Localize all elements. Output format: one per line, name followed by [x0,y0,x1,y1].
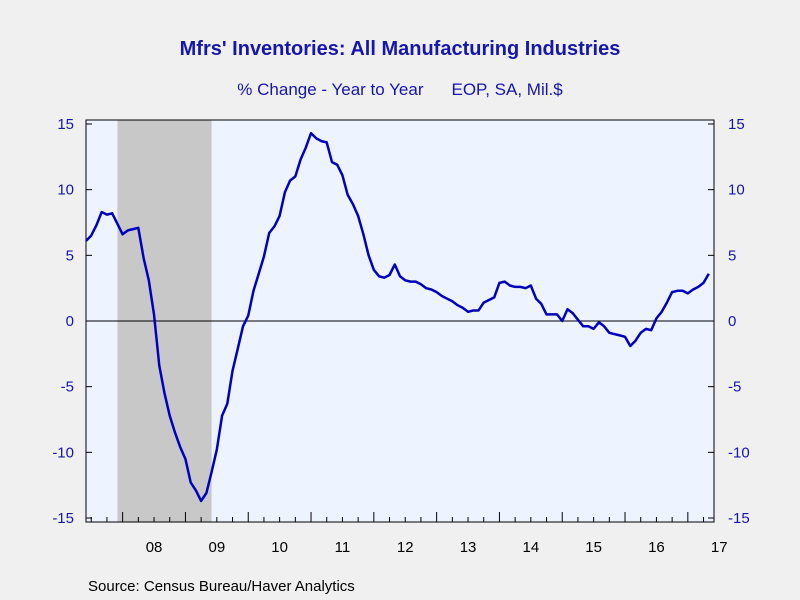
y-tick-label-right: -10 [728,444,750,461]
y-tick-label-right: -5 [728,379,741,396]
y-tick-label-left: 5 [66,247,74,264]
x-tick-label: 15 [585,539,602,556]
y-tick-label-right: 5 [728,247,736,264]
x-tick-label: 09 [208,539,225,556]
subtitle-basis: EOP, SA, Mil.$ [451,80,563,99]
y-tick-label-left: -10 [52,444,74,461]
y-tick-label-right: 0 [728,313,736,330]
y-tick-label-left: 15 [57,116,74,133]
x-tick-label: 17 [711,539,728,556]
chart-subtitle: % Change - Year to Year EOP, SA, Mil.$ [0,80,800,100]
y-tick-label-left: 10 [57,182,74,199]
x-tick-label: 13 [460,539,477,556]
x-tick-label: 14 [522,539,539,556]
y-tick-label-left: -5 [61,379,74,396]
subtitle-units: % Change - Year to Year [237,80,424,99]
y-tick-label-left: 0 [66,313,74,330]
source-note: Source: Census Bureau/Haver Analytics [88,578,355,595]
x-tick-label: 10 [271,539,288,556]
x-tick-label: 08 [146,539,163,556]
series-line [85,131,710,503]
x-tick-label: 16 [648,539,665,556]
y-tick-label-right: 15 [728,116,745,133]
y-tick-label-right: 10 [728,182,745,199]
y-tick-label-right: -15 [728,510,750,527]
chart-title: Mfrs' Inventories: All Manufacturing Ind… [179,38,621,60]
x-tick-label: 12 [397,539,414,556]
x-tick-label: 11 [335,539,351,556]
y-tick-label-left: -15 [52,510,74,527]
